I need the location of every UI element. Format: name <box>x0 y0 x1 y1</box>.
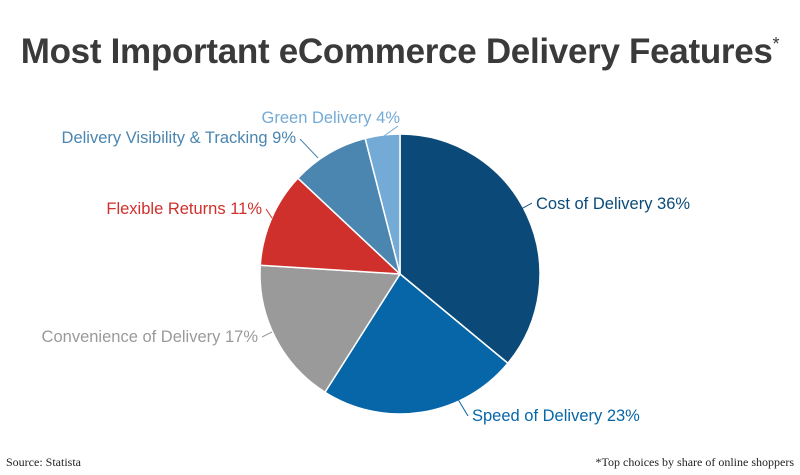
leader-line-4 <box>299 138 319 159</box>
pie-slices <box>259 133 541 415</box>
slice-label-speed-of-delivery: Speed of Delivery 23% <box>472 407 640 425</box>
pie-slice-speed-of-delivery <box>324 273 509 415</box>
leader-line-5 <box>383 125 399 137</box>
pie-slice-cost-of-delivery <box>399 133 541 364</box>
slice-label-flexible-returns: Flexible Returns 11% <box>106 200 262 218</box>
pie-slice-convenience-of-delivery <box>259 264 401 393</box>
slice-label-green-delivery: Green Delivery 4% <box>262 109 401 127</box>
source-note: Source: Statista <box>6 455 81 469</box>
slice-label-delivery-visibility-tracking: Delivery Visibility & Tracking 9% <box>62 129 297 147</box>
slice-labels: Cost of Delivery 36% Speed of Delivery 23… <box>42 109 691 425</box>
slice-label-convenience-of-delivery: Convenience of Delivery 17% <box>42 328 259 346</box>
leader-line-1 <box>455 395 469 417</box>
footnote: *Top choices by share of online shoppers <box>595 455 794 469</box>
leader-line-3 <box>265 208 273 219</box>
chart-title-text: Most Important eCommerce Delivery Featur… <box>20 32 773 71</box>
pie-slice-green-delivery <box>364 133 401 275</box>
slice-label-cost-of-delivery: Cost of Delivery 36% <box>536 195 690 213</box>
title-asterisk: * <box>772 34 780 54</box>
pie-slice-delivery-visibility-tracking <box>297 137 401 275</box>
chart-title: Most Important eCommerce Delivery Featur… <box>0 32 800 72</box>
leader-lines <box>261 125 533 417</box>
pie-slice-flexible-returns <box>259 177 401 275</box>
leader-line-2 <box>261 331 273 338</box>
leader-line-0 <box>513 202 533 214</box>
